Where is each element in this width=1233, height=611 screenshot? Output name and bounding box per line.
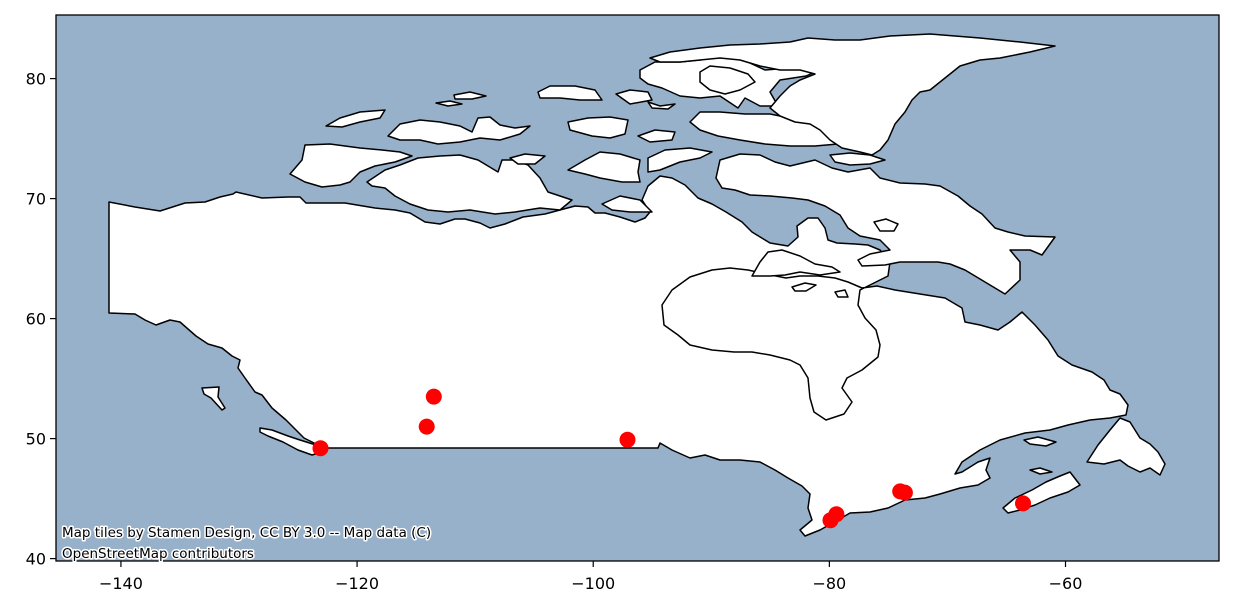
- prince-of-wales-island: [567, 151, 641, 183]
- somerset-island: [647, 147, 713, 173]
- small-island-d: [647, 101, 676, 110]
- y-tick-label: 60: [26, 310, 46, 329]
- ticks-layer: −140 −120 −100 −80 −60 40 50 60 70 80: [26, 70, 1083, 593]
- southampton-island: [751, 249, 841, 277]
- x-tick-label: −100: [571, 574, 615, 593]
- location-point: [425, 388, 442, 405]
- y-tick-label: 50: [26, 430, 46, 449]
- location-point: [312, 440, 329, 457]
- small-island-f: [435, 100, 463, 107]
- y-tick-label: 40: [26, 550, 46, 569]
- x-tick-label: −120: [335, 574, 379, 593]
- axes-frame: [55, 14, 1220, 562]
- small-island-e: [615, 89, 653, 105]
- location-point: [619, 431, 636, 448]
- location-point: [1015, 495, 1031, 512]
- meighen-island: [453, 91, 487, 100]
- x-tick-label: −80: [812, 574, 846, 593]
- coats-island: [791, 282, 817, 292]
- location-point: [892, 483, 909, 500]
- small-island-baffin-a: [873, 218, 899, 232]
- victoria-island: [366, 154, 573, 215]
- mansel-island: [834, 289, 849, 298]
- king-william-island: [601, 195, 653, 213]
- x-tick-label: −140: [99, 574, 143, 593]
- cornwallis-island: [637, 129, 676, 143]
- attribution-line-2: OpenStreetMap contributors: [62, 546, 254, 562]
- points-layer: [312, 388, 1031, 529]
- amund-ringnes-island: [537, 85, 603, 101]
- newfoundland: [1086, 417, 1166, 476]
- x-tick-label: −60: [1049, 574, 1083, 593]
- attribution-line-1: Map tiles by Stamen Design, CC BY 3.0 --…: [62, 525, 431, 541]
- y-tick-label: 70: [26, 190, 46, 209]
- prince-edward-island: [1029, 467, 1053, 475]
- location-point: [822, 512, 839, 529]
- anticosti-island: [1023, 436, 1057, 447]
- greenland: [649, 33, 1056, 156]
- prince-patrick-island: [325, 109, 386, 128]
- axel-heiberg-island: [699, 65, 756, 95]
- small-island-baffin-b: [829, 152, 886, 166]
- small-island-c: [509, 153, 546, 165]
- y-tick-label: 80: [26, 70, 46, 89]
- banks-island: [289, 143, 413, 188]
- location-point: [418, 418, 435, 435]
- bathurst-island: [567, 116, 629, 139]
- haida-gwaii: [201, 386, 226, 411]
- melville-island: [387, 116, 531, 145]
